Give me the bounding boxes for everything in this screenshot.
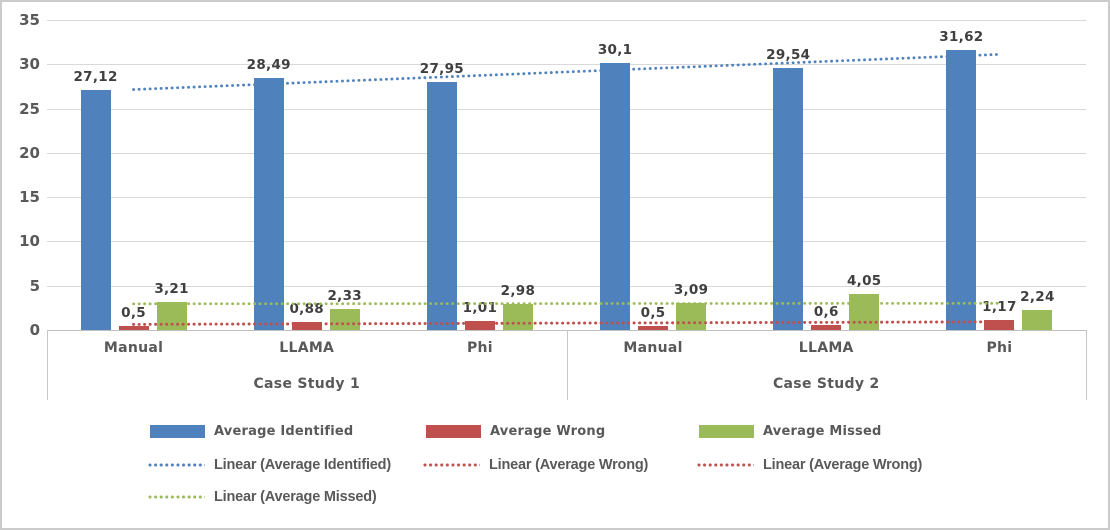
bar-average-wrong	[811, 324, 842, 330]
x-axis-category-label: Phi	[466, 340, 493, 356]
y-axis-tick-label: 10	[19, 232, 40, 251]
bar-value-label: 2,33	[327, 288, 362, 305]
x-axis-category-label: Manual	[103, 340, 164, 356]
gridline	[47, 285, 1086, 287]
gridline	[47, 64, 1086, 66]
bar-average-wrong	[638, 325, 669, 330]
bar-average-identified	[773, 68, 804, 330]
bar-value-label: 0,5	[121, 304, 146, 321]
axis-group-separator	[47, 330, 48, 400]
legend-dotted-line-swatch	[148, 463, 205, 467]
bar-value-label: 3,21	[154, 280, 189, 297]
legend-label: Linear (Average Wrong)	[489, 457, 649, 473]
y-axis-tick-label: 35	[19, 11, 40, 29]
legend-item: Linear (Average Wrong)	[423, 456, 648, 474]
x-axis-group-label: Case Study 1	[253, 376, 361, 392]
bar-value-label: 0,6	[813, 303, 839, 320]
bar-average-missed	[1022, 310, 1053, 330]
axis-group-separator	[1086, 330, 1087, 400]
gridline	[47, 197, 1086, 199]
y-axis-tick-label: 20	[19, 143, 40, 162]
bar-value-label: 29,54	[766, 47, 811, 64]
legend-label: Average Identified	[214, 423, 354, 439]
x-axis-category-label: Phi	[986, 340, 1013, 356]
bar-average-missed	[502, 303, 533, 330]
y-axis-tick-label: 30	[19, 55, 40, 74]
legend-label: Linear (Average Wrong)	[763, 457, 923, 473]
gridline	[47, 152, 1086, 154]
legend-label: Average Missed	[763, 423, 882, 439]
x-axis-group-label: Case Study 2	[772, 376, 880, 392]
y-axis-tick-label: 25	[19, 99, 40, 118]
bar-value-label: 2,98	[500, 282, 536, 299]
bar-value-label: 2,24	[1020, 289, 1055, 306]
y-axis-tick-label: 15	[19, 188, 40, 207]
bar-average-identified	[80, 89, 111, 330]
bar-value-label: 3,09	[673, 281, 709, 298]
bar-value-label: 27,95	[419, 61, 464, 78]
gridline	[47, 108, 1086, 110]
legend-item: Average Wrong	[426, 422, 605, 440]
legend-item: Linear (Average Identified)	[148, 456, 391, 474]
legend-dotted-line-swatch	[423, 463, 480, 467]
bar-average-wrong	[464, 321, 495, 330]
bar-average-identified	[253, 77, 284, 330]
bar-value-label: 0,5	[640, 304, 666, 321]
gridline	[47, 241, 1086, 243]
bar-value-label: 4,05	[846, 273, 882, 290]
legend-item: Average Missed	[699, 422, 882, 440]
x-axis-category-label: LLAMA	[279, 340, 335, 356]
bar-average-identified	[426, 82, 457, 330]
legend-label: Linear (Average Missed)	[214, 489, 377, 505]
bar-average-missed	[849, 294, 880, 330]
legend-item: Linear (Average Wrong)	[697, 456, 922, 474]
bar-average-missed	[676, 302, 707, 330]
bar-average-wrong	[984, 319, 1015, 330]
axis-group-separator	[566, 330, 568, 400]
legend-bar-swatch	[699, 424, 754, 438]
legend-label: Linear (Average Identified)	[214, 457, 391, 473]
bar-average-identified	[946, 49, 977, 330]
bar-average-wrong	[291, 322, 322, 330]
bar-value-label: 31,62	[939, 28, 984, 45]
bar-average-missed	[156, 301, 187, 330]
legend-bar-swatch	[150, 424, 205, 438]
legend-dotted-line-swatch	[148, 495, 205, 499]
x-axis-category-label: Manual	[623, 340, 683, 356]
bar-value-label: 27,12	[73, 68, 118, 85]
legend-item: Average Identified	[150, 422, 353, 440]
y-axis-tick-label: 0	[29, 321, 40, 339]
bar-value-label: 30,1	[597, 42, 633, 59]
bar-average-identified	[600, 63, 631, 330]
gridline	[47, 20, 1086, 21]
y-axis-tick-label: 5	[29, 276, 40, 295]
legend-bar-swatch	[426, 424, 481, 438]
bar-value-label: 28,49	[246, 56, 291, 73]
bar-average-missed	[329, 309, 360, 330]
legend-label: Average Wrong	[490, 423, 606, 439]
bar-average-wrong	[118, 325, 149, 330]
x-axis-category-label: LLAMA	[798, 340, 854, 356]
legend-item: Linear (Average Missed)	[148, 488, 377, 506]
legend-dotted-line-swatch	[697, 463, 754, 467]
